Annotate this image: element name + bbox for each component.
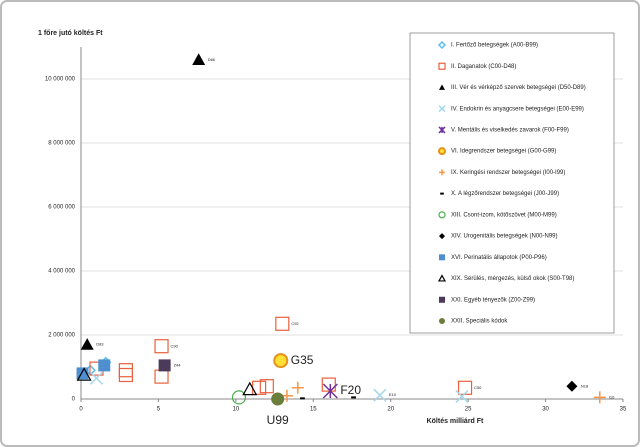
legend-marker [438, 147, 446, 156]
x-tick-label: 10 [233, 407, 240, 413]
point [273, 353, 289, 369]
legend-marker [439, 318, 445, 324]
legend-marker [437, 274, 447, 282]
point-label: D66 [208, 57, 216, 62]
point [275, 316, 290, 331]
point-label: G35 [291, 353, 314, 367]
point-label: U99 [267, 413, 289, 427]
point [80, 338, 94, 350]
point [158, 359, 171, 372]
point [231, 390, 247, 405]
point [192, 53, 206, 65]
legend-marker [438, 105, 446, 113]
legend-box [409, 32, 615, 334]
y-tick-label: 10 000 000 [45, 77, 76, 83]
legend-label: XIII. Csont-izom, kötőszövet (M00-M99) [451, 212, 557, 218]
point-label: F20 [340, 383, 361, 397]
point [291, 381, 304, 394]
legend-label: II. Daganatok (C00-D48) [451, 64, 516, 70]
y-tick-label: 4 000 000 [48, 269, 75, 275]
x-tick-label: 15 [310, 407, 317, 413]
legend-marker [438, 211, 446, 219]
legend-marker [437, 40, 447, 50]
legend-label: XVI. Perinatális állapotok (P00-P96) [451, 255, 547, 261]
chart-title: 1 főre jutó költés Ft [38, 30, 103, 37]
point [322, 383, 338, 399]
point-label: C90 [171, 343, 179, 348]
point-label: Z44 [174, 362, 182, 367]
legend-label: V. Mentális és viselkedés zavarok (F00-F… [451, 128, 569, 134]
legend-marker [439, 169, 445, 176]
point [321, 377, 336, 392]
x-tick-label: 0 [79, 407, 83, 413]
x-axis-label: Költés milliárd Ft [427, 418, 484, 425]
point [118, 367, 134, 383]
legend-label: XIV. Urogenitális betegségek (N00-N99) [451, 234, 558, 240]
point-label: C50 [474, 385, 482, 390]
point [455, 389, 469, 403]
y-tick-label: 2 000 000 [48, 333, 75, 339]
legend-label: XXII. Speciális kódok [451, 319, 508, 325]
x-tick-label: 25 [465, 407, 472, 413]
point-label: C92 [291, 321, 299, 326]
legend-label: IV. Endokrin és anyagcsere betegségei (E… [451, 106, 584, 112]
legend-label: XXI. Egyéb tényezők (Z00-Z99) [451, 297, 535, 303]
legend-marker [439, 254, 445, 261]
legend-marker [438, 62, 446, 70]
point [373, 388, 387, 402]
y-tick-label: 8 000 000 [48, 141, 75, 147]
point-label: D83 [96, 342, 104, 347]
point [242, 381, 258, 396]
legend-marker [438, 126, 446, 134]
point [593, 391, 606, 404]
legend-label: XIX. Sérülés, mérgezés, külső okok (S00-… [451, 276, 574, 282]
x-tick-label: 30 [542, 407, 549, 413]
legend-label: III. Vér és vérképző szervek betegségei … [451, 85, 586, 91]
point [271, 392, 285, 406]
point [89, 371, 104, 385]
x-tick-label: 5 [157, 407, 161, 413]
point [259, 379, 274, 394]
legend-label: IX. Keringési rendszer betegségei (I00-I… [451, 170, 565, 176]
legend-label: X. A légzőrendszer betegségei (J00-J99) [451, 191, 559, 197]
x-tick-label: 20 [387, 407, 394, 413]
legend-marker [439, 233, 445, 240]
point [76, 367, 92, 381]
y-tick-label: 0 [72, 397, 76, 403]
point-label: N18 [581, 383, 589, 388]
legend-label: I. Fertőző betegségek (A00-B99) [451, 43, 538, 49]
legend-marker [439, 296, 445, 303]
y-tick-label: 6 000 000 [48, 205, 75, 211]
legend-marker [439, 84, 445, 90]
x-tick-label: 35 [620, 407, 627, 413]
point [98, 359, 111, 372]
point-label: I10 [609, 394, 615, 399]
point [154, 339, 169, 354]
point-label: E10 [389, 392, 397, 397]
legend-label: VI. Idegrendszer betegségei (G00-G99) [451, 149, 556, 155]
point [566, 380, 578, 392]
